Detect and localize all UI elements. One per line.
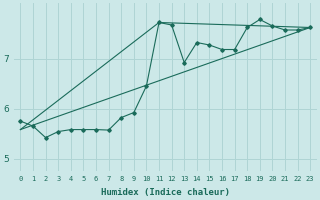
X-axis label: Humidex (Indice chaleur): Humidex (Indice chaleur) — [101, 188, 230, 197]
